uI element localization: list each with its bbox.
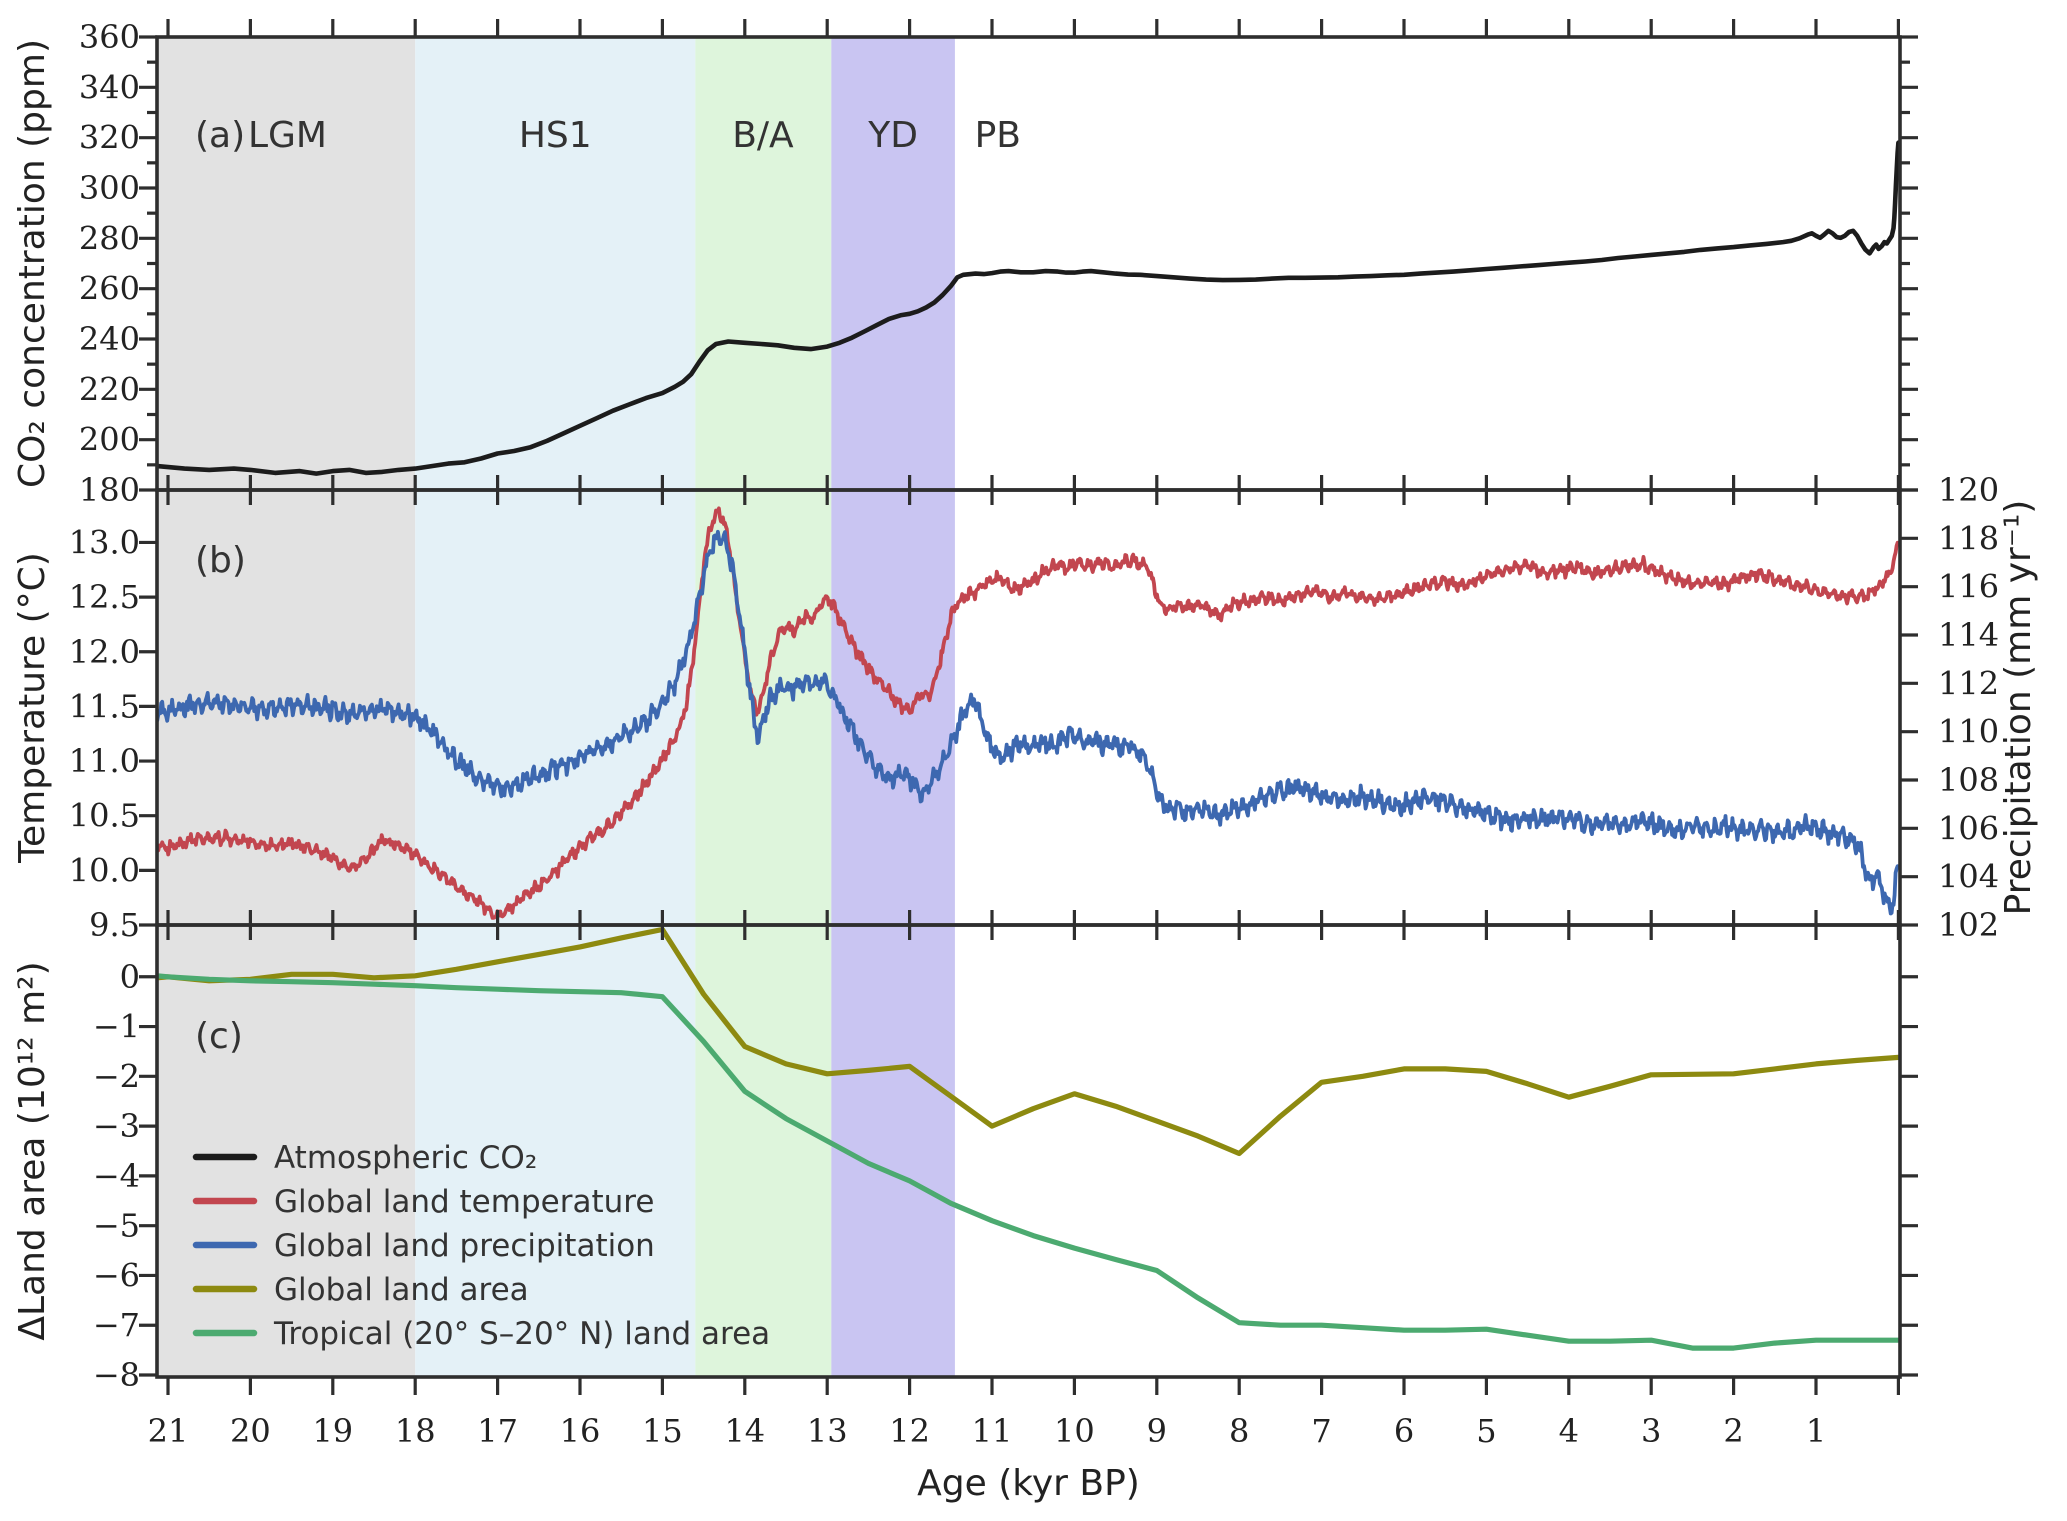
band-label-hs1: HS1 xyxy=(519,115,592,156)
legend: Atmospheric CO₂ Global land temperature Gl… xyxy=(192,1140,770,1352)
landarea-tick-label: −3 xyxy=(93,1107,140,1145)
temp-tick-label: 10.0 xyxy=(69,851,140,889)
landarea-tick-label: −7 xyxy=(93,1306,140,1344)
x-tick-label: 7 xyxy=(1311,1412,1331,1450)
legend-label: Atmospheric CO₂ xyxy=(274,1140,537,1176)
x-tick-label: 13 xyxy=(807,1412,848,1450)
legend-label: Global land precipitation xyxy=(274,1228,655,1264)
x-tick-label: 20 xyxy=(230,1412,271,1450)
x-tick-label: 15 xyxy=(642,1412,683,1450)
legend-label: Tropical (20° S–20° N) land area xyxy=(273,1316,770,1352)
temperature-line xyxy=(157,506,1900,920)
co2-tick-label: 280 xyxy=(79,219,140,257)
precip-tick-label: 118 xyxy=(1938,519,1999,557)
x-tick-label: 14 xyxy=(724,1412,765,1450)
band-label-lgm: LGM xyxy=(248,115,327,156)
x-tick-label: 8 xyxy=(1229,1412,1249,1450)
x-tick-label: 4 xyxy=(1559,1412,1579,1450)
co2-tick-label: 220 xyxy=(79,370,140,408)
data-series xyxy=(157,140,1900,1351)
precip-tick-label: 102 xyxy=(1938,906,1999,944)
x-tick-label: 17 xyxy=(477,1412,518,1450)
precip-tick-label: 114 xyxy=(1938,616,1999,654)
legend-label: Global land area xyxy=(274,1272,529,1308)
band-label-ba: B/A xyxy=(732,115,794,156)
landarea-tick-label: −6 xyxy=(93,1256,140,1294)
landarea-tick-label: −2 xyxy=(93,1057,140,1095)
precip-tick-label: 110 xyxy=(1938,713,1999,751)
temp-tick-label: 13.0 xyxy=(69,523,140,561)
co2-tick-label: 340 xyxy=(79,68,140,106)
axes-and-ticks xyxy=(139,19,1918,1395)
co2-line xyxy=(157,140,1900,476)
temp-tick-label: 10.5 xyxy=(69,797,140,835)
precip-tick-label: 120 xyxy=(1938,471,1999,509)
temperature-axis-title: Temperature (°C) xyxy=(12,552,53,864)
x-tick-label: 3 xyxy=(1641,1412,1661,1450)
x-tick-label: 21 xyxy=(148,1412,189,1450)
landarea-tick-label: −5 xyxy=(93,1207,140,1245)
x-tick-label: 5 xyxy=(1476,1412,1496,1450)
temp-tick-label: 12.0 xyxy=(69,633,140,671)
x-tick-label: 11 xyxy=(972,1412,1013,1450)
landarea-tick-label: −4 xyxy=(93,1157,140,1195)
panel-b-letter: (b) xyxy=(195,540,246,581)
x-tick-label: 19 xyxy=(312,1412,353,1450)
x-tick-label: 1 xyxy=(1806,1412,1826,1450)
landarea-tick-label: 0 xyxy=(120,958,140,996)
temp-tick-label: 11.0 xyxy=(69,742,140,780)
band-hs1 xyxy=(415,37,696,1377)
x-axis-title: Age (kyr BP) xyxy=(917,1463,1140,1504)
co2-tick-label: 260 xyxy=(79,270,140,308)
land-area-line xyxy=(157,926,1900,1157)
co2-tick-label: 180 xyxy=(79,471,140,509)
panel-a-letter: (a) xyxy=(195,115,245,156)
tropical-land-area-line xyxy=(157,973,1900,1351)
x-tick-label: 10 xyxy=(1054,1412,1095,1450)
co2-tick-label: 200 xyxy=(79,421,140,459)
x-tick-label: 12 xyxy=(889,1412,930,1450)
panel-c-letter: (c) xyxy=(195,1016,243,1057)
period-bands xyxy=(157,37,955,1377)
landarea-tick-label: −8 xyxy=(93,1356,140,1394)
text-labels: 21 20 19 18 17 16 15 14 13 12 11 10 9 8 7 6 5 4 3 2 11802002… xyxy=(12,18,2039,1504)
x-tick-label: 16 xyxy=(560,1412,601,1450)
x-tick-label: 9 xyxy=(1147,1412,1167,1450)
precip-tick-label: 104 xyxy=(1938,858,1999,896)
x-tick-label: 18 xyxy=(395,1412,436,1450)
co2-tick-label: 320 xyxy=(79,119,140,157)
landarea-tick-label: −1 xyxy=(93,1008,140,1046)
band-label-pb: PB xyxy=(975,115,1021,156)
panel-c-frame xyxy=(155,923,1902,1379)
temp-tick-label: 11.5 xyxy=(69,687,140,725)
co2-tick-label: 300 xyxy=(79,169,140,207)
band-label-yd: YD xyxy=(867,115,918,156)
legend-label: Global land temperature xyxy=(274,1184,654,1220)
band-ba xyxy=(695,37,832,1377)
temp-tick-label: 12.5 xyxy=(69,578,140,616)
co2-tick-label: 360 xyxy=(79,18,140,56)
co2-tick-label: 240 xyxy=(79,320,140,358)
precip-tick-label: 106 xyxy=(1938,809,1999,847)
land-area-axis-title: ΔLand area (10¹² m²) xyxy=(12,961,53,1340)
precipitation-axis-title: Precipitation (mm yr⁻¹) xyxy=(1998,500,2039,916)
precip-tick-label: 112 xyxy=(1938,664,1999,702)
precip-tick-label: 108 xyxy=(1938,761,1999,799)
precip-tick-label: 116 xyxy=(1938,568,1999,606)
temp-tick-label: 9.5 xyxy=(89,906,140,944)
precipitation-line xyxy=(157,529,1900,916)
x-tick-label: 6 xyxy=(1394,1412,1414,1450)
co2-axis-title: CO₂ concentration (ppm) xyxy=(12,39,53,488)
x-tick-label: 2 xyxy=(1723,1412,1743,1450)
